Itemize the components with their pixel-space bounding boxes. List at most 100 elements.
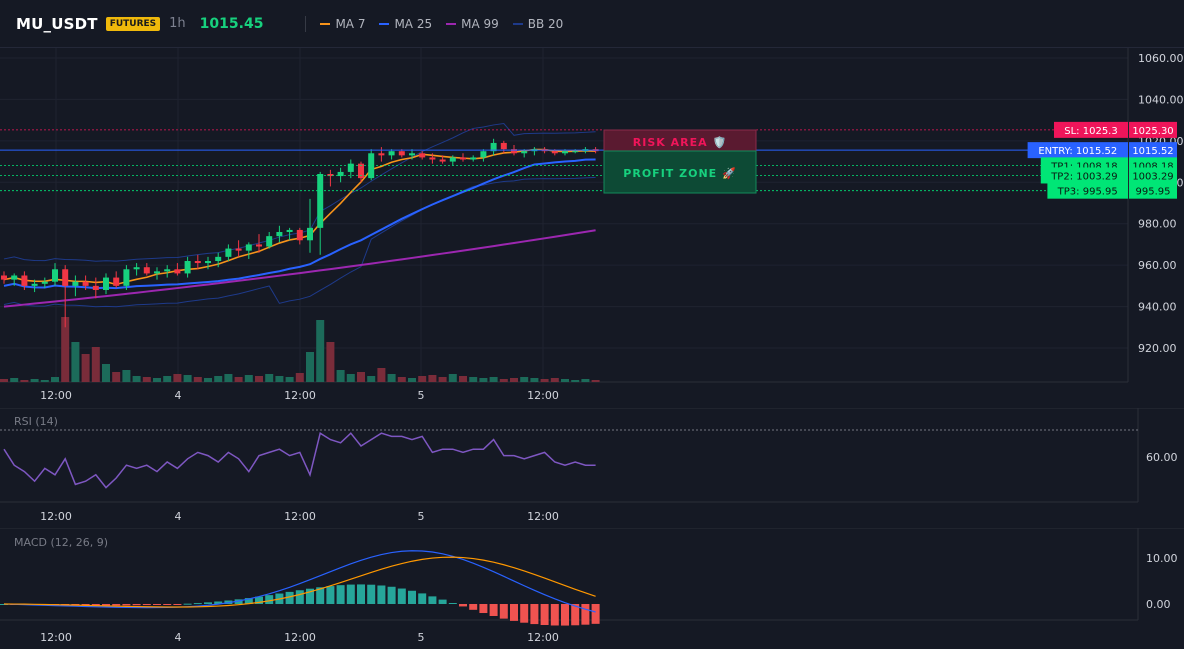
volume-bar [408,378,416,382]
macd-hist-bar [163,604,172,605]
entry-price-tag [1129,142,1177,159]
macd-hist-bar [153,604,161,605]
candle-body [82,281,89,286]
candle-body [521,151,528,154]
volume-bar [265,374,274,382]
macd-hist-bar [459,604,467,607]
candle-body [449,157,456,162]
volume-bar [20,380,29,382]
candle-body [388,151,395,156]
macd-hist-bar [306,588,314,604]
chart-header: MU_USDT FUTURES 1h 1015.45 MA 7 MA 25 MA… [0,0,1184,48]
price-axis[interactable]: 1060.001040.001020.001000.00980.00960.00… [1138,52,1184,355]
bb20-swatch [512,22,523,25]
time-tick: 5 [418,510,425,523]
volume-bar [326,342,335,382]
candle-body [31,283,38,286]
timeframe-selector[interactable]: 1h [169,16,186,31]
tp1-tag-label: TP1: 1008.18 [1050,161,1117,172]
macd-hist-bar [234,599,243,604]
time-axis[interactable]: 12:00 4 12:00 5 12:00 [40,389,559,402]
candle-body [276,232,283,237]
macd-hist-bar [591,604,600,624]
macd-hist-bar [540,604,549,626]
macd-hist-bar [204,602,212,604]
time-tick: 12:00 [527,631,559,644]
time-tick: 12:00 [527,389,559,402]
volume-bar [438,377,447,382]
volume-bar [316,320,325,382]
risk-area-label: RISK AREA 🛡️ [633,136,727,149]
candle-body [1,275,7,280]
volume-bar [469,377,478,382]
volume-bar [459,376,467,382]
bb-lower [3,176,596,308]
macd-hist-bar [428,596,437,604]
time-tick: 12:00 [40,389,72,402]
price-tick: 1060.00 [1138,52,1184,65]
candle-body [317,174,324,228]
macd-histogram [0,584,600,626]
legend-bb20-label: BB 20 [527,16,564,31]
macd-hist-bar [469,604,478,610]
macd-hist-bar [132,604,141,606]
candle-body [266,236,273,247]
volume-bar [377,368,386,382]
symbol-name[interactable]: MU_USDT [16,14,98,33]
legend-ma7[interactable]: MA 7 [320,17,365,31]
volume-bar [336,370,345,382]
futures-badge: FUTURES [105,16,161,31]
macd-hist-bar [357,584,365,604]
volume-bar [244,375,253,382]
legend-ma7-label: MA 7 [335,16,366,31]
legend-ma99[interactable]: MA 99 [446,17,499,31]
candle-body [500,142,507,150]
legend-ma25[interactable]: MA 25 [379,17,432,31]
macd-pane[interactable]: MACD (12, 26, 9) 10.00 0.00 12:00 4 12:00 5… [0,528,1184,649]
profit-zone-label: PROFIT ZONE 🚀 [623,167,736,180]
price-pane[interactable]: 1060.001040.001020.001000.00980.00960.00… [0,48,1184,408]
volume-bar [81,354,90,382]
macd-hist-bar [448,602,457,604]
volume-bar [61,317,70,382]
volume-bar [448,374,457,382]
level-tags: SL: 1025.3 1025.30 ENTRY: 1015.52 1015.52 TP… [1027,121,1177,199]
macd-hist-bar [418,593,427,604]
candle-body [511,149,517,154]
candle-body [378,153,385,156]
candle-body [11,275,18,280]
macd-hist-bar [112,604,121,606]
price-grid [0,48,1128,382]
candle-body [21,275,28,286]
macd-hist-bar [295,590,304,604]
volume-bar [591,380,600,382]
volume-bar [581,379,590,382]
volume-bar [214,376,223,382]
macd-hist-bar [571,604,580,626]
volume-bar [193,377,202,382]
legend-bb20[interactable]: BB 20 [512,16,564,31]
macd-hist-bar [346,584,355,604]
candle-body [572,151,579,153]
volume-bar [204,378,212,382]
macd-hist-bar [530,604,539,625]
volume-bar [10,378,19,382]
rsi-time-axis: 12:00 4 12:00 5 12:00 [40,510,559,523]
rsi-tick-60: 60.00 [1146,451,1178,464]
macd-tick-10: 10.00 [1146,552,1178,565]
volume-bar [520,377,529,382]
volume-bar [51,377,59,382]
candle-body [205,261,211,264]
volume-bar [40,380,49,382]
macd-hist-bar [81,604,90,606]
volume-bar [387,374,396,382]
candle-body [52,269,58,282]
profit-zone-box[interactable] [603,150,757,194]
macd-tick-0: 0.00 [1146,598,1171,611]
candle-body [551,151,558,154]
tp3-price-tag [1129,182,1177,199]
rsi-pane[interactable]: RSI (14) 60.00 12:00 4 12:00 5 12:00 [0,408,1184,528]
volume-bar [489,377,498,382]
candle-body [225,248,232,257]
